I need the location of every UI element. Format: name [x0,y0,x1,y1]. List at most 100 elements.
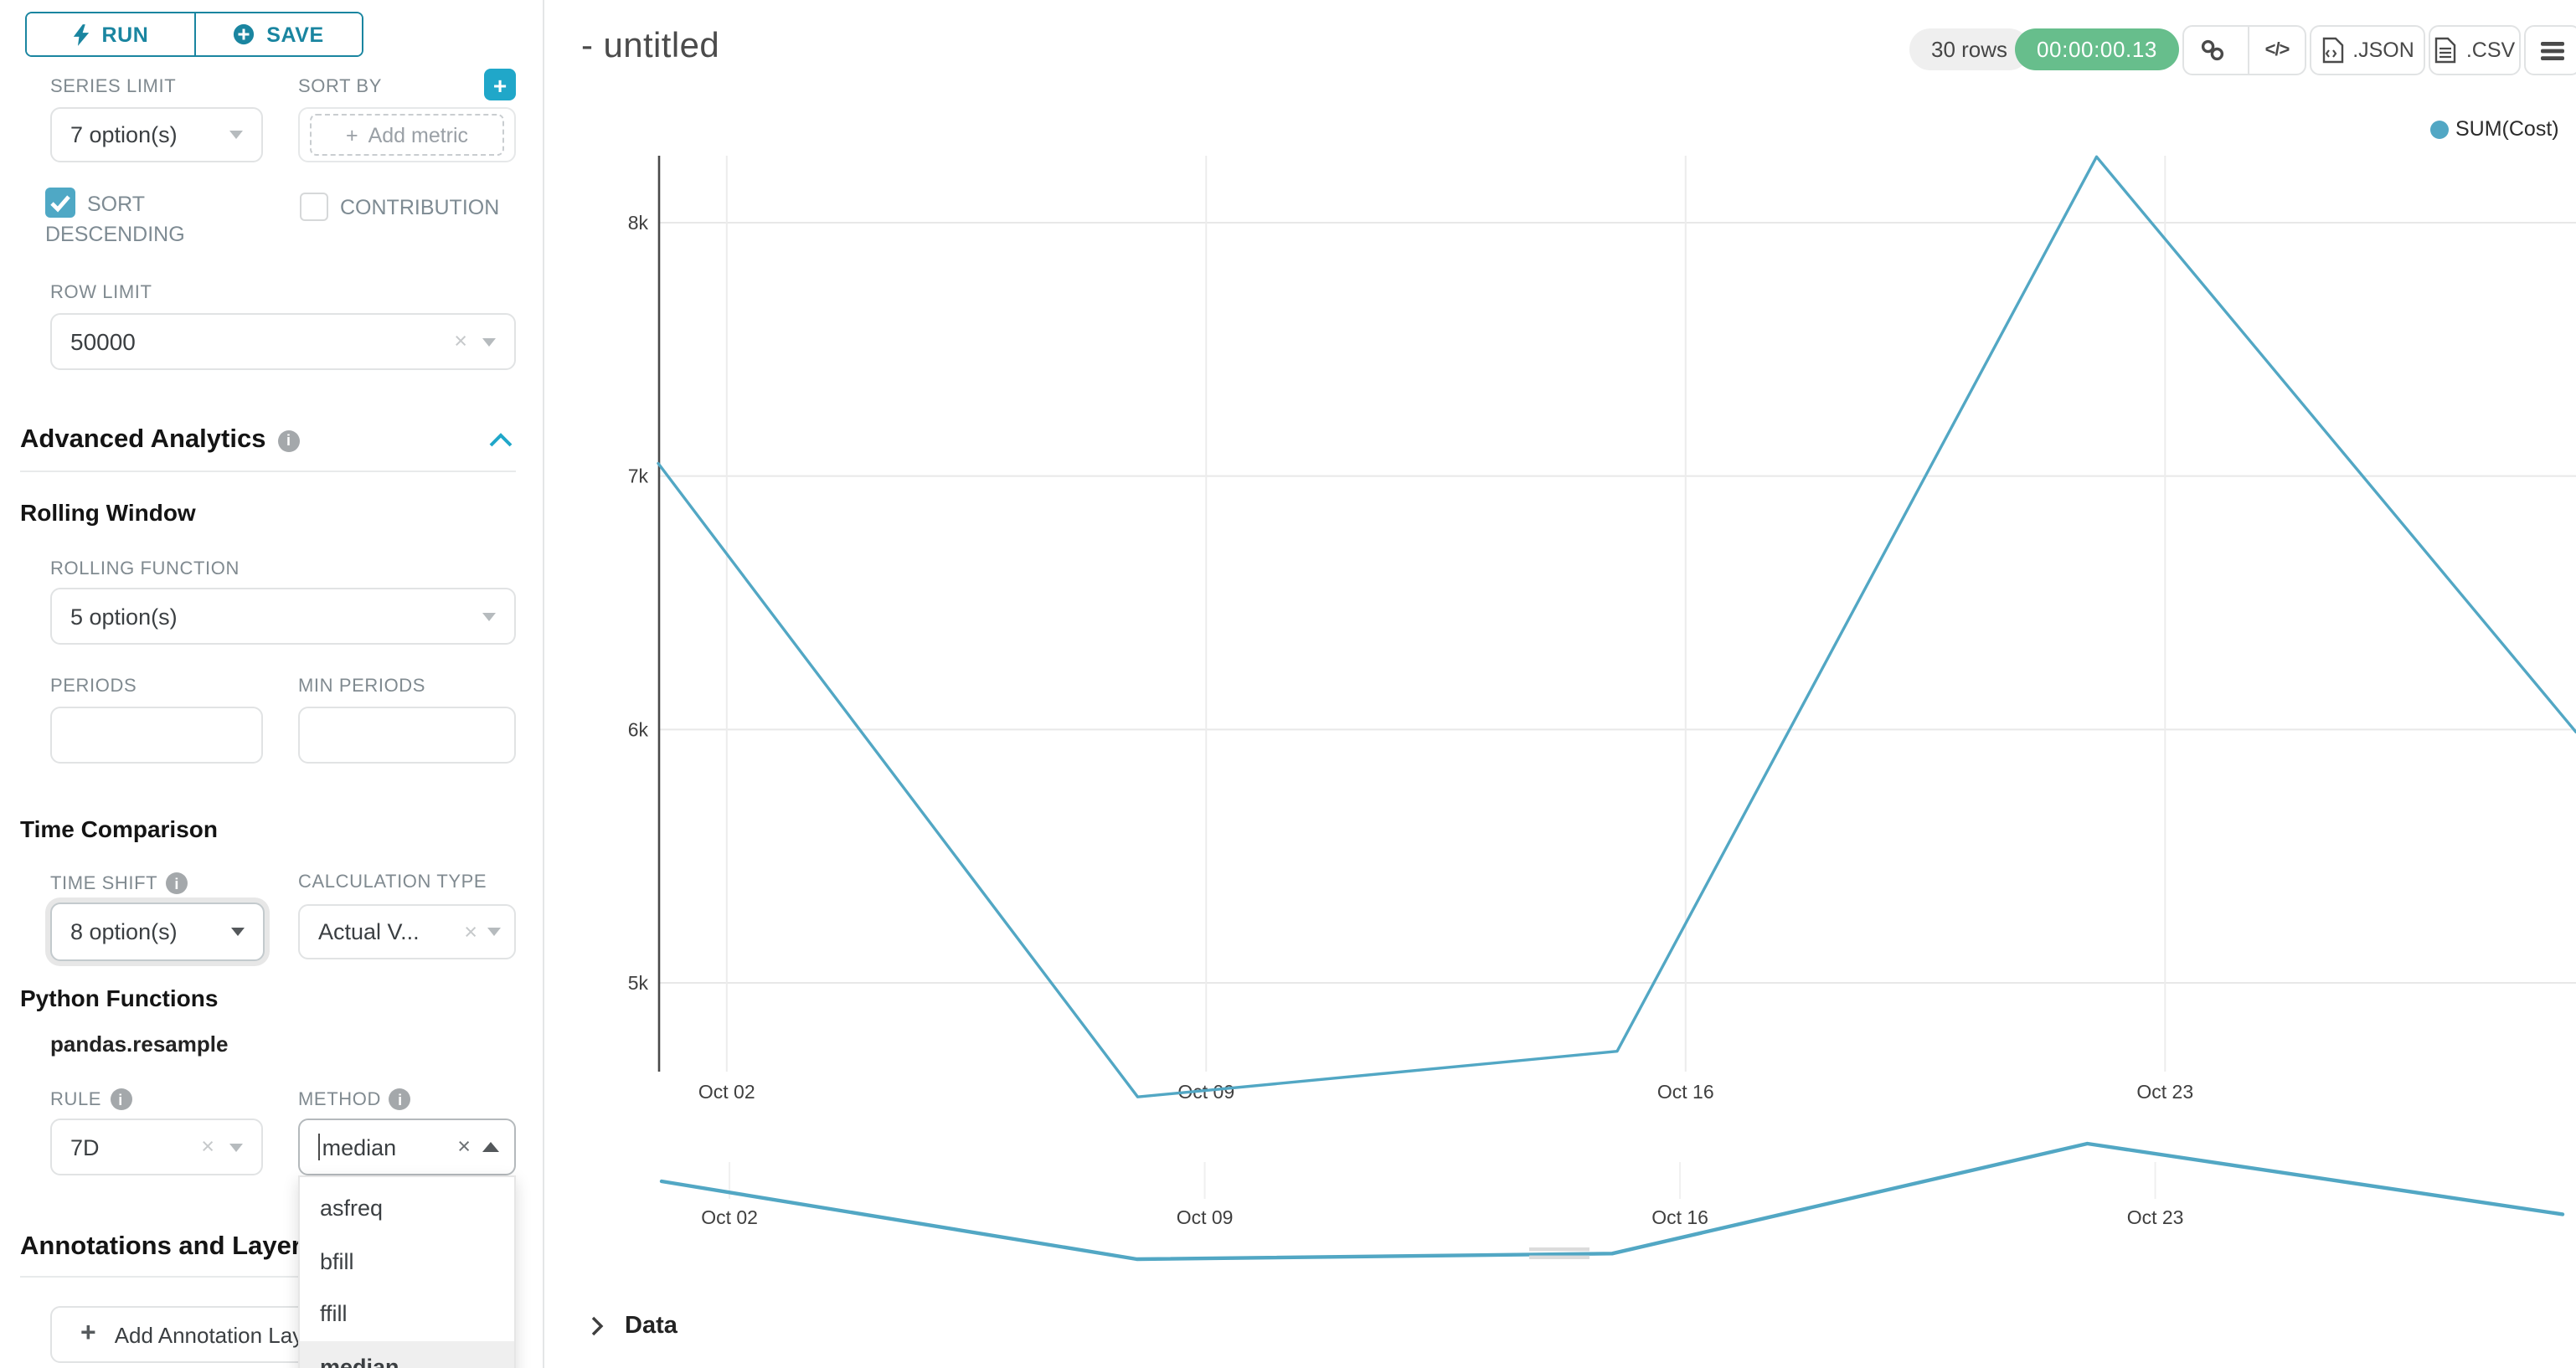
contribution-checkbox[interactable]: CONTRIBUTION [300,193,543,223]
plus-circle-icon [234,23,255,45]
mini-chart-time-brush[interactable] [658,1135,2576,1269]
svg-text:Oct 02: Oct 02 [698,1081,755,1103]
calculation-type-select[interactable]: Actual V... × [298,904,516,959]
save-button[interactable]: SAVE [195,13,362,55]
csv-file-icon [2435,37,2457,64]
legend-dot-icon [2430,120,2449,138]
svg-text:Oct 23: Oct 23 [2136,1081,2193,1103]
chart-menu-button[interactable] [2524,25,2576,75]
chevron-down-icon [482,337,496,346]
run-save-button-group: RUN SAVE [25,12,363,57]
series-limit-label: SERIES LIMIT [50,77,177,97]
info-icon[interactable]: i [277,429,300,451]
plus-icon: + [80,1319,96,1348]
rolling-function-value: 5 option(s) [70,604,178,629]
info-icon[interactable]: i [389,1088,411,1110]
data-panel-toggle[interactable]: Data [590,1313,677,1340]
row-limit-select[interactable]: 50000 × [50,313,516,370]
svg-text:5k: 5k [628,972,649,994]
method-option-median[interactable]: median [300,1340,514,1368]
embed-code-button[interactable]: </> [2248,27,2305,74]
periods-label: PERIODS [50,676,137,697]
export-csv-label: .CSV [2465,39,2516,62]
annotations-layers-title: Annotations and Layers [20,1232,317,1261]
sort-by-label: SORT BY [298,77,382,97]
checkbox-checked-icon [45,188,75,218]
json-file-icon [2321,37,2343,64]
info-icon[interactable]: i [166,872,188,894]
advanced-analytics-title: Advanced Analytics [20,425,266,454]
link-icon [2200,39,2223,61]
share-button-group: </> [2182,25,2306,75]
sort-descending-checkbox[interactable]: SORT DESCENDING [45,188,263,249]
svg-text:Oct 16: Oct 16 [1657,1081,1714,1103]
calculation-type-value: Actual V... [318,919,420,944]
run-button[interactable]: RUN [27,13,195,55]
method-value: median [322,1134,397,1160]
rule-select[interactable]: 7D × [50,1119,263,1175]
series-limit-select[interactable]: 7 option(s) [50,107,263,162]
info-icon[interactable]: i [110,1088,132,1110]
rule-value: 7D [70,1134,100,1160]
chevron-up-icon [482,1142,499,1152]
method-label: METHOD i [298,1088,411,1110]
query-timer-badge: 00:00:00.13 [2015,28,2179,70]
legend-item-sum-cost[interactable]: SUM(Cost) [2430,117,2559,141]
time-comparison-title: Time Comparison [20,815,218,842]
chevron-down-icon [229,1143,243,1151]
clear-icon[interactable]: × [454,328,467,354]
time-shift-select[interactable]: 8 option(s) [50,903,265,961]
svg-text:7k: 7k [628,465,649,487]
chart-title[interactable]: - untitled [581,27,720,65]
advanced-analytics-header: Advanced Analytics i [20,425,300,455]
contribution-label: CONTRIBUTION [340,196,500,219]
clear-icon[interactable]: × [457,1134,471,1160]
plus-icon: + [345,123,358,147]
rolling-function-label: ROLLING FUNCTION [50,559,240,579]
min-periods-label: MIN PERIODS [298,676,426,697]
method-combobox[interactable]: median × [298,1119,516,1175]
sort-descending-label: SORT DESCENDING [45,193,185,246]
legend-label: SUM(Cost) [2455,117,2559,141]
panel-divider [543,0,544,1368]
code-icon: </> [2264,40,2290,60]
time-shift-value: 8 option(s) [70,919,178,944]
calculation-type-label: CALCULATION TYPE [298,872,487,892]
section-divider [20,1276,516,1278]
rows-count-badge: 30 rows [1909,28,2030,70]
add-sort-by-button[interactable]: + [484,69,516,100]
hamburger-menu-icon [2541,41,2564,59]
run-button-label: RUN [101,23,149,46]
method-option-ffill[interactable]: ffill [320,1301,348,1326]
export-csv-button[interactable]: .CSV [2429,25,2521,75]
clear-icon[interactable]: × [201,1134,214,1160]
text-cursor [318,1134,321,1160]
row-limit-value: 50000 [70,328,136,355]
python-functions-title: Python Functions [20,985,219,1011]
row-limit-label: ROW LIMIT [50,283,152,303]
save-button-label: SAVE [266,23,324,46]
min-periods-input[interactable] [298,707,516,764]
clear-icon[interactable]: × [464,918,477,944]
copy-link-button[interactable] [2184,27,2239,74]
chevron-right-icon [591,1316,604,1336]
rolling-window-title: Rolling Window [20,499,196,526]
export-json-button[interactable]: .JSON [2310,25,2425,75]
method-option-bfill[interactable]: bfill [320,1248,354,1273]
chevron-down-icon [487,928,501,936]
chevron-down-icon [231,928,245,936]
svg-text:8k: 8k [628,212,649,234]
add-annotation-layer-label: Add Annotation Layer [114,1322,323,1347]
svg-text:Oct 09: Oct 09 [1177,1081,1234,1103]
rule-label: RULE i [50,1088,132,1110]
bolt-icon [73,23,89,45]
add-metric-inner: + Add metric [310,114,504,156]
periods-input[interactable] [50,707,263,764]
section-divider [20,471,516,472]
rolling-function-select[interactable]: 5 option(s) [50,588,516,645]
method-option-asfreq[interactable]: asfreq [320,1196,384,1221]
data-panel-label: Data [625,1313,677,1340]
collapse-section-chevron-up-icon[interactable] [487,432,514,449]
add-metric-placeholder: Add metric [368,123,469,147]
sort-by-add-metric-button[interactable]: + Add metric [298,107,516,162]
